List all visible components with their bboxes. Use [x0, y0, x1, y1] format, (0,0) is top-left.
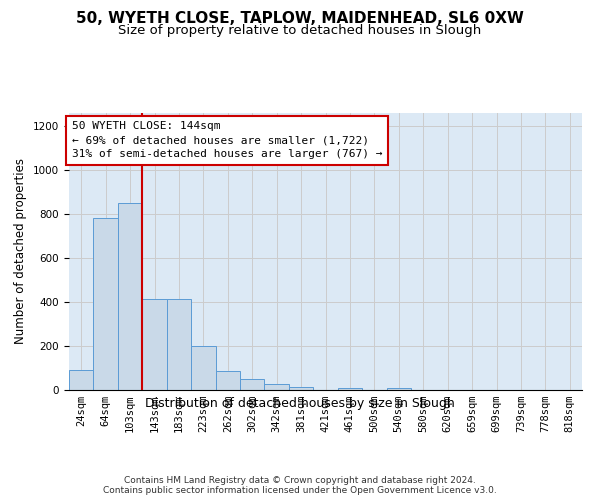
- Text: 50 WYETH CLOSE: 144sqm
← 69% of detached houses are smaller (1,722)
31% of semi-: 50 WYETH CLOSE: 144sqm ← 69% of detached…: [72, 122, 382, 160]
- Bar: [142, 298, 167, 390]
- Bar: [338, 388, 362, 390]
- Bar: [191, 346, 215, 390]
- Bar: [118, 203, 142, 390]
- Y-axis label: Number of detached properties: Number of detached properties: [14, 158, 28, 344]
- Bar: [240, 379, 265, 390]
- Bar: [289, 386, 313, 390]
- Text: Contains HM Land Registry data © Crown copyright and database right 2024.
Contai: Contains HM Land Registry data © Crown c…: [103, 476, 497, 495]
- Bar: [94, 218, 118, 390]
- Text: Size of property relative to detached houses in Slough: Size of property relative to detached ho…: [118, 24, 482, 37]
- Bar: [69, 370, 94, 390]
- Bar: [265, 384, 289, 390]
- Bar: [215, 372, 240, 390]
- Bar: [167, 298, 191, 390]
- Text: Distribution of detached houses by size in Slough: Distribution of detached houses by size …: [145, 398, 455, 410]
- Bar: [386, 388, 411, 390]
- Text: 50, WYETH CLOSE, TAPLOW, MAIDENHEAD, SL6 0XW: 50, WYETH CLOSE, TAPLOW, MAIDENHEAD, SL6…: [76, 11, 524, 26]
